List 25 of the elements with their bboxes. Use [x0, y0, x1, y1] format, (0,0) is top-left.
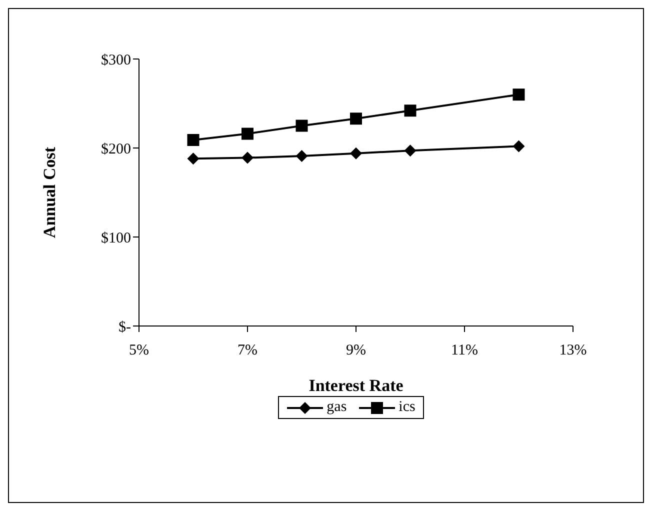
point — [512, 140, 525, 152]
x-tick-label: 9% — [346, 342, 366, 359]
legend-label: ics — [398, 399, 416, 416]
y-tick-label: $300 — [101, 52, 131, 68]
point — [187, 134, 200, 146]
y-tick-label: $100 — [101, 230, 131, 246]
point — [242, 152, 254, 164]
y-tick-label: $200 — [101, 141, 131, 158]
point — [296, 150, 308, 162]
x-tick-label: 7% — [238, 342, 258, 359]
point — [350, 112, 362, 125]
x-tick-label: 13% — [559, 342, 587, 359]
y-axis-title: Annual Cost — [40, 146, 60, 238]
x-tick-label: 5% — [129, 342, 149, 359]
legend-label: gas — [326, 399, 347, 416]
x-tick-label: 11% — [451, 342, 478, 359]
point — [242, 128, 254, 140]
point — [350, 147, 362, 160]
point — [296, 120, 308, 132]
point — [404, 144, 416, 157]
point — [404, 104, 416, 117]
point — [187, 152, 200, 165]
point — [512, 88, 525, 101]
y-tick-label: $- — [118, 319, 131, 336]
x-axis-title: Interest Rate — [308, 376, 404, 395]
